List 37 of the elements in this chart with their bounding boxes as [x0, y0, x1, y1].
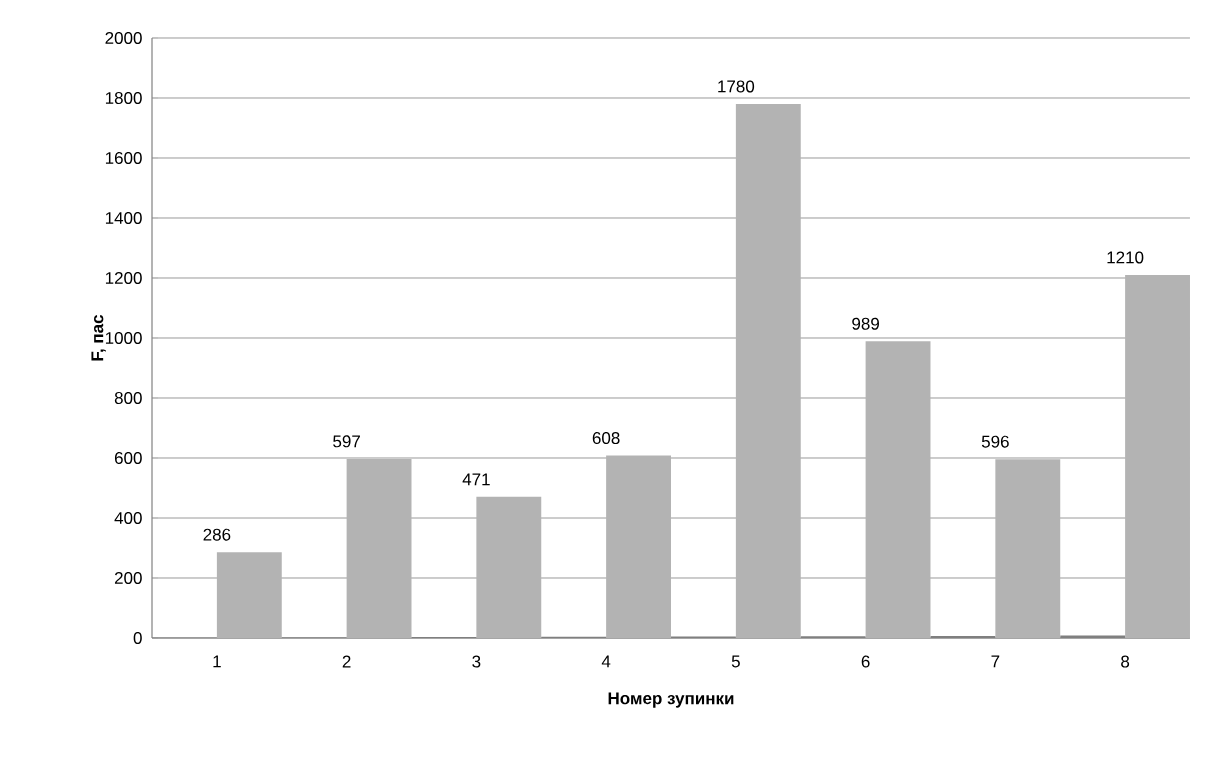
data-label: 1210 [1107, 251, 1144, 264]
bar [606, 455, 671, 638]
x-tick-label: 6 [861, 655, 870, 668]
y-tick-label: 0 [133, 631, 142, 645]
data-label: 608 [592, 432, 620, 445]
y-tick-label: 1400 [105, 211, 142, 225]
x-tick-label: 8 [1121, 655, 1130, 668]
x-tick-label: 4 [601, 655, 611, 668]
bar [476, 496, 542, 638]
x-tick-label: 5 [731, 655, 740, 668]
data-label: 596 [981, 435, 1009, 448]
x-tick-label: 2 [342, 655, 351, 668]
y-tick-label: 600 [114, 451, 142, 465]
data-label: 1780 [718, 80, 755, 93]
data-label: 989 [852, 317, 879, 330]
y-tick-label: 1200 [105, 271, 142, 285]
bar [346, 458, 412, 638]
bar [216, 552, 282, 638]
bar [995, 459, 1061, 638]
x-tick-label: 3 [472, 655, 481, 668]
y-axis-title: F, пас [91, 314, 106, 361]
y-tick-label: 800 [114, 391, 142, 405]
y-tick-label: 200 [114, 571, 142, 585]
y-tick-label: 1000 [105, 331, 142, 345]
data-label: 597 [333, 435, 360, 448]
y-tick-label: 1600 [105, 151, 142, 165]
bar [1125, 275, 1190, 638]
bar [735, 103, 801, 638]
x-tick-label: 1 [213, 655, 221, 668]
y-tick-label: 2000 [105, 31, 142, 45]
y-tick-label: 1800 [105, 91, 142, 105]
bar [865, 341, 931, 638]
data-label: 471 [462, 473, 490, 486]
x-tick-label: 7 [991, 655, 1000, 668]
data-label: 286 [203, 528, 231, 541]
y-tick-label: 400 [114, 511, 142, 525]
x-axis-title: Номер зупинки [608, 692, 734, 708]
